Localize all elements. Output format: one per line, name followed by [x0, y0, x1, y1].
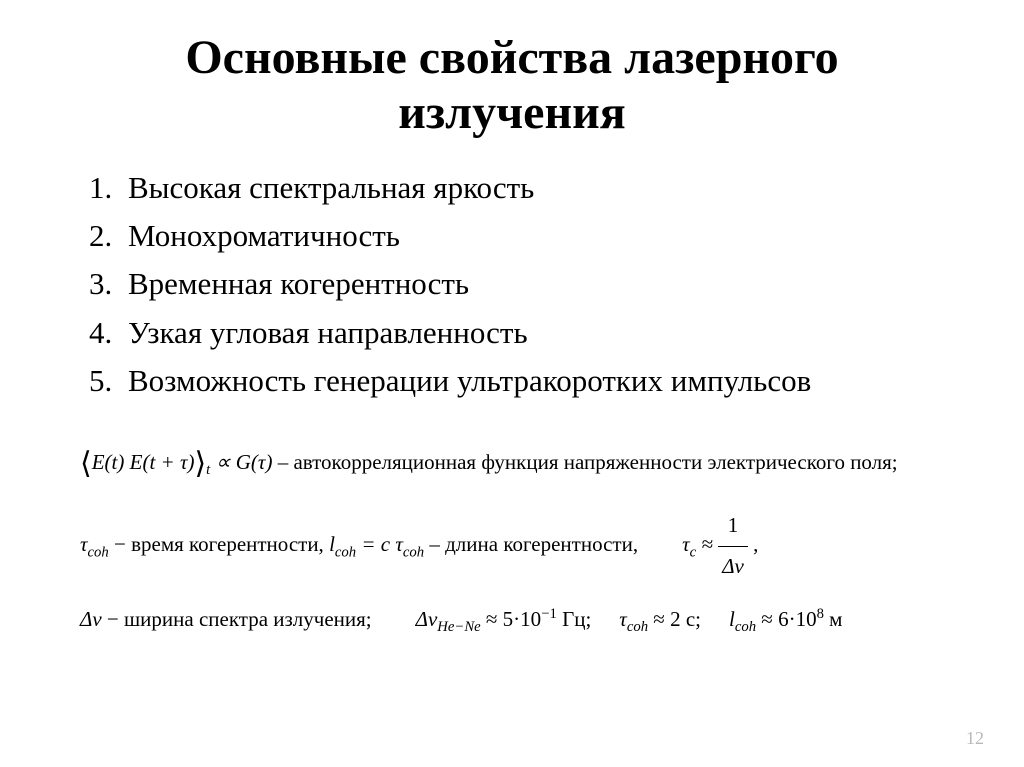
tau-coh2: τ — [619, 607, 627, 631]
formula-coherence-time: τcoh − время когерентности, lcoh = c τco… — [80, 506, 964, 587]
eq1-sub: coh — [403, 544, 424, 560]
fraction: 1Δν — [718, 506, 748, 587]
tau-coh: τ — [80, 532, 88, 556]
frac-den: Δν — [718, 547, 748, 587]
l-exp: 8 — [817, 606, 824, 622]
dnu-desc: − ширина спектра излучения; — [102, 607, 372, 631]
list-item: Узкая угловая направленность — [120, 309, 964, 357]
title-line-1: Основные свойства лазерного — [185, 31, 838, 84]
formula-spectrum-width: Δν − ширина спектра излучения;ΔνHe−Ne ≈ … — [80, 600, 964, 642]
hene-val: ≈ 5·10 — [481, 607, 542, 631]
expr-inner: E(t) E(t + τ) — [92, 450, 195, 474]
angle-close: ⟩ — [194, 447, 206, 480]
list-item: Возможность генерации ультракоротких имп… — [120, 357, 964, 405]
l-unit: м — [824, 607, 843, 631]
page-number: 12 — [966, 728, 984, 749]
list-item: Высокая спектральная яркость — [120, 164, 964, 212]
title-line-2: излучения — [398, 86, 626, 139]
dnu-hene: Δν — [416, 607, 438, 631]
tau-val: ≈ 2 c; — [648, 607, 701, 631]
approx1: ≈ — [696, 532, 718, 556]
formula-block: ⟨E(t) E(t + τ)⟩t ∝ G(τ) – автокорреляцио… — [80, 435, 964, 643]
list-item: Монохроматичность — [120, 212, 964, 260]
l-val: ≈ 6·10 — [756, 607, 817, 631]
tau-c: τ — [682, 532, 690, 556]
l-coh2-sub: coh — [735, 620, 756, 636]
hene-unit: Гц; — [557, 607, 591, 631]
hene-exp: −1 — [541, 606, 557, 622]
hene-sub: He−Ne — [437, 620, 480, 636]
list-item: Временная когерентность — [120, 260, 964, 308]
angle-open: ⟨ — [80, 447, 92, 480]
prop-symbol: ∝ G(τ) — [210, 450, 272, 474]
dnu: Δν — [80, 607, 102, 631]
eq1: = c τ — [356, 532, 403, 556]
tau-desc: − время когерентности, — [109, 532, 329, 556]
frac-num: 1 — [718, 506, 748, 547]
slide-title: Основные свойства лазерного излучения — [60, 30, 964, 140]
properties-list: Высокая спектральная яркость Монохромати… — [80, 164, 964, 404]
formula1-desc: – автокорреляционная функция напряженнос… — [272, 450, 897, 474]
comma1: , — [748, 532, 759, 556]
tau-coh2-sub: coh — [627, 620, 648, 636]
l-coh-sub: coh — [335, 544, 356, 560]
l-desc: – длина когерентности, — [424, 532, 638, 556]
tau-coh-sub: coh — [88, 544, 109, 560]
slide: Основные свойства лазерного излучения Вы… — [0, 0, 1024, 767]
formula-autocorrelation: ⟨E(t) E(t + τ)⟩t ∝ G(τ) – автокорреляцио… — [80, 435, 964, 492]
